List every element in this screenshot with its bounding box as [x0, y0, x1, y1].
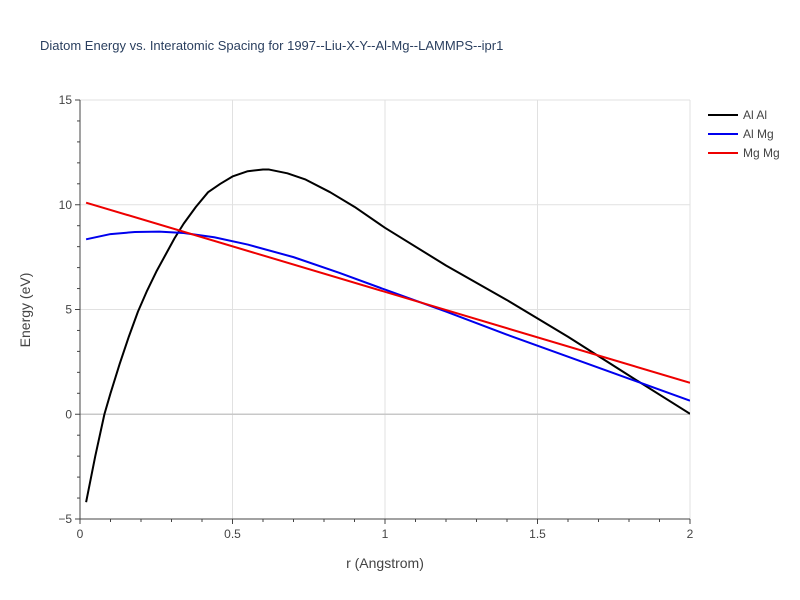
- legend-label: Al Al: [743, 108, 767, 122]
- x-tick-label: 1: [382, 527, 389, 541]
- y-axis-label: Energy (eV): [17, 273, 33, 348]
- series-line-al-mg: [85, 230, 690, 402]
- chart-title: Diatom Energy vs. Interatomic Spacing fo…: [40, 38, 503, 53]
- x-tick-label: 1.5: [529, 527, 546, 541]
- legend-item[interactable]: Al Al: [708, 108, 767, 122]
- y-tick-label: 0: [65, 407, 72, 421]
- y-tick-label: 5: [65, 303, 72, 317]
- legend-label: Al Mg: [743, 127, 774, 141]
- legend-label: Mg Mg: [743, 146, 780, 160]
- x-tick-label: 2: [687, 527, 694, 541]
- series-line-mg-mg: [85, 201, 690, 384]
- y-tick-label: 15: [59, 93, 73, 107]
- legend: Al Al Al Mg Mg Mg: [708, 108, 780, 160]
- x-tick-label: 0: [77, 527, 84, 541]
- series-line-al-al: [85, 168, 690, 503]
- y-tick-label: −5: [58, 512, 72, 526]
- x-axis-label: r (Angstrom): [346, 555, 424, 571]
- grid: [80, 99, 691, 519]
- series-group: [85, 168, 690, 503]
- axes: 0 0.5 1 1.5 2 −5 0 5 10 15: [58, 93, 693, 541]
- y-tick-label: 10: [59, 198, 73, 212]
- legend-item[interactable]: Al Mg: [708, 127, 774, 141]
- legend-item[interactable]: Mg Mg: [708, 146, 780, 160]
- x-tick-label: 0.5: [224, 527, 241, 541]
